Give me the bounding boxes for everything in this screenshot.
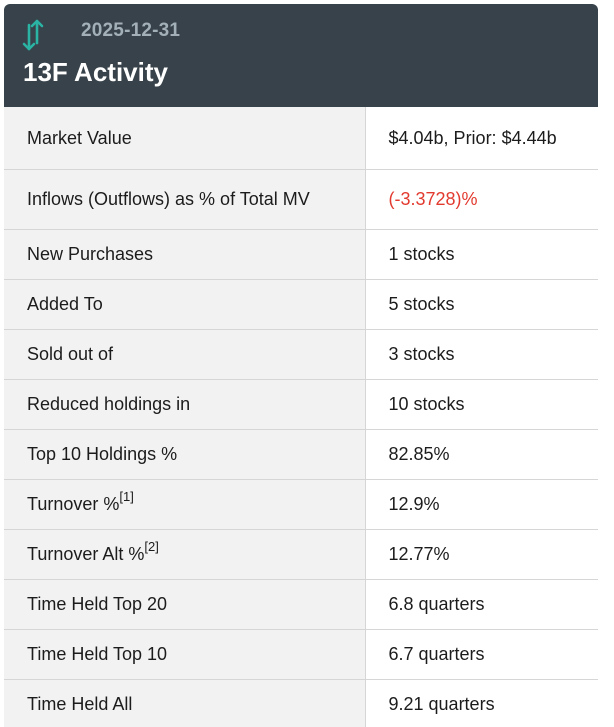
row-label: Turnover Alt % (27, 544, 145, 564)
row-label: Sold out of (4, 328, 366, 379)
card-header: 2025-12-31 13F Activity (4, 4, 598, 107)
row-label: Time Held All (4, 678, 366, 727)
row-label: Time Held Top 20 (4, 578, 366, 629)
footnote-link[interactable]: [2] (144, 539, 159, 554)
up-down-arrows-icon (22, 19, 44, 51)
row-label-cell: Turnover Alt %[2] (4, 528, 366, 579)
activity-card: 2025-12-31 13F Activity Market Value $4.… (4, 4, 598, 727)
row-value: (-3.3728)% (365, 168, 598, 229)
row-value: 12.9% (365, 478, 598, 529)
table-row: Time Held All 9.21 quarters (4, 678, 598, 727)
row-label: Reduced holdings in (4, 378, 366, 429)
row-label: Added To (4, 278, 366, 329)
table-row: Turnover Alt %[2] 12.77% (4, 528, 598, 579)
table-row: Time Held Top 10 6.7 quarters (4, 628, 598, 679)
row-value: 9.21 quarters (365, 678, 598, 727)
card-title: 13F Activity (23, 57, 168, 87)
table-row: Inflows (Outflows) as % of Total MV (-3.… (4, 168, 598, 229)
table-row: Time Held Top 20 6.8 quarters (4, 578, 598, 629)
report-date: 2025-12-31 (81, 20, 181, 41)
row-value: 82.85% (365, 428, 598, 479)
row-label: Time Held Top 10 (4, 628, 366, 679)
row-value: $4.04b, Prior: $4.44b (365, 107, 598, 169)
row-value: 1 stocks (365, 228, 598, 279)
row-label-cell: Turnover %[1] (4, 478, 366, 529)
table-row: Turnover %[1] 12.9% (4, 478, 598, 529)
table-row: Top 10 Holdings % 82.85% (4, 428, 598, 479)
row-label: Market Value (4, 107, 366, 169)
table-row: Reduced holdings in 10 stocks (4, 378, 598, 429)
row-value: 10 stocks (365, 378, 598, 429)
row-value: 6.8 quarters (365, 578, 598, 629)
row-value: 12.77% (365, 528, 598, 579)
table-row: Market Value $4.04b, Prior: $4.44b (4, 107, 598, 169)
row-label: Inflows (Outflows) as % of Total MV (4, 168, 366, 229)
table-row: Sold out of 3 stocks (4, 328, 598, 379)
row-value: 5 stocks (365, 278, 598, 329)
table-row: New Purchases 1 stocks (4, 228, 598, 279)
row-label: Turnover % (27, 494, 120, 514)
row-label: New Purchases (4, 228, 366, 279)
footnote-link[interactable]: [1] (119, 489, 134, 504)
activity-table: Market Value $4.04b, Prior: $4.44b Inflo… (4, 107, 598, 727)
row-label: Top 10 Holdings % (4, 428, 366, 479)
table-row: Added To 5 stocks (4, 278, 598, 329)
row-value: 6.7 quarters (365, 628, 598, 679)
row-value: 3 stocks (365, 328, 598, 379)
